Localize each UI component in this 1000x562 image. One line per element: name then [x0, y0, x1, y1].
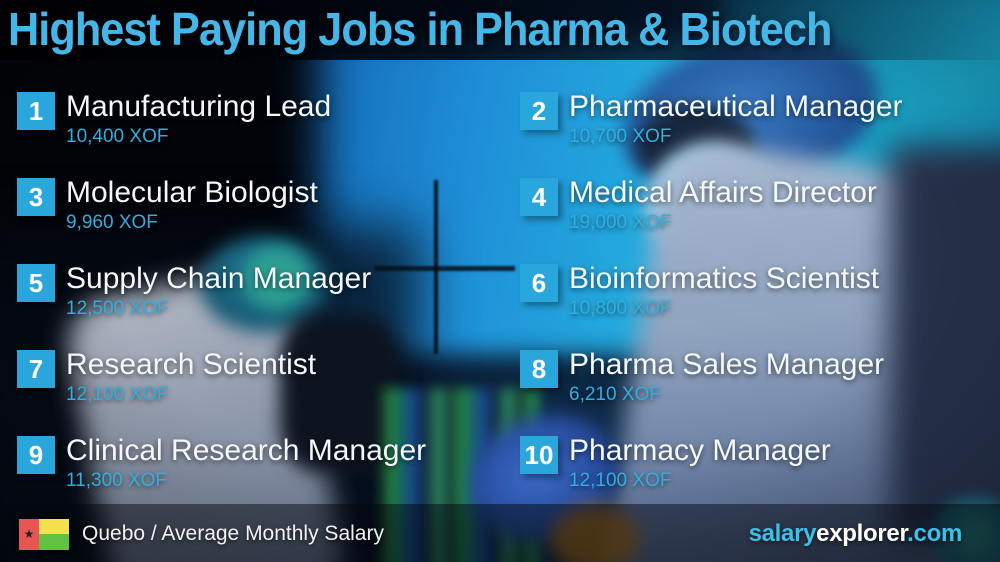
job-salary: 10,400 XOF — [66, 126, 169, 147]
rank-badge: 4 — [520, 178, 558, 216]
brand-part-com: .com — [907, 520, 962, 547]
job-title: Pharmacy Manager — [569, 434, 831, 467]
job-entry-6: 6 Bioinformatics Scientist 10,800 XOF — [520, 262, 903, 348]
job-salary: 10,700 XOF — [569, 126, 672, 147]
job-title: Pharma Sales Manager — [569, 348, 885, 381]
job-entry-9: 9 Clinical Research Manager 11,300 XOF — [17, 434, 426, 520]
rank-badge: 3 — [17, 178, 55, 216]
flag-yellow-stripe — [39, 518, 69, 534]
job-text: Supply Chain Manager 12,500 XOF — [66, 262, 371, 320]
flag-red-stripe: ★ — [19, 518, 39, 550]
job-text: Clinical Research Manager 11,300 XOF — [66, 434, 426, 492]
job-salary: 9,960 XOF — [66, 212, 158, 233]
job-entry-8: 8 Pharma Sales Manager 6,210 XOF — [520, 348, 903, 434]
rank-badge: 2 — [520, 92, 558, 130]
rank-badge: 9 — [17, 436, 55, 474]
photo-lab-stand-crossbar — [375, 265, 515, 271]
brand-part-explorer: explorer — [816, 520, 908, 547]
photo-teal-glove — [245, 247, 310, 310]
job-salary: 10,800 XOF — [569, 298, 672, 319]
photo-shoulder-shadow — [890, 146, 1000, 540]
job-text: Pharmaceutical Manager 10,700 XOF — [569, 90, 903, 148]
brand-part-salary: salary — [748, 520, 817, 547]
jobs-column-left: 1 Manufacturing Lead 10,400 XOF 3 Molecu… — [17, 90, 426, 520]
job-entry-5: 5 Supply Chain Manager 12,500 XOF — [17, 262, 426, 348]
job-entry-1: 1 Manufacturing Lead 10,400 XOF — [17, 90, 426, 176]
job-title: Supply Chain Manager — [66, 262, 372, 295]
job-title: Medical Affairs Director — [569, 176, 877, 209]
job-title: Bioinformatics Scientist — [569, 262, 880, 295]
brand-link[interactable]: salaryexplorer.com — [748, 520, 963, 548]
job-salary: 11,300 XOF — [66, 470, 168, 491]
rank-badge: 5 — [17, 264, 55, 302]
page-title: Highest Paying Jobs in Pharma & Biotech — [8, 3, 832, 55]
job-title: Molecular Biologist — [66, 176, 318, 209]
job-entry-3: 3 Molecular Biologist 9,960 XOF — [17, 176, 426, 262]
rank-badge: 1 — [17, 92, 55, 130]
job-salary: 12,500 XOF — [66, 298, 169, 319]
job-title: Clinical Research Manager — [66, 434, 427, 467]
job-salary: 6,210 XOF — [569, 384, 661, 405]
rank-badge: 8 — [520, 350, 558, 388]
rank-badge: 7 — [17, 350, 55, 388]
job-title: Research Scientist — [66, 348, 317, 381]
job-salary: 12,100 XOF — [569, 470, 672, 491]
job-text: Pharmacy Manager 12,100 XOF — [569, 434, 831, 492]
guinea-bissau-flag-icon: ★ — [19, 518, 69, 550]
job-entry-4: 4 Medical Affairs Director 19,000 XOF — [520, 176, 903, 262]
job-text: Molecular Biologist 9,960 XOF — [66, 176, 318, 234]
job-title: Pharmaceutical Manager — [569, 90, 903, 123]
job-entry-10: 10 Pharmacy Manager 12,100 XOF — [520, 434, 903, 520]
job-text: Research Scientist 12,100 XOF — [66, 348, 316, 406]
jobs-column-right: 2 Pharmaceutical Manager 10,700 XOF 4 Me… — [520, 90, 903, 520]
footer-bar: ★ Quebo / Average Monthly Salary salarye… — [0, 506, 1000, 562]
footer-caption: Quebo / Average Monthly Salary — [82, 522, 384, 545]
job-text: Medical Affairs Director 19,000 XOF — [569, 176, 877, 234]
job-salary: 12,100 XOF — [66, 384, 169, 405]
job-text: Bioinformatics Scientist 10,800 XOF — [569, 262, 879, 320]
job-title: Manufacturing Lead — [66, 90, 332, 123]
rank-badge: 6 — [520, 264, 558, 302]
job-salary: 19,000 XOF — [569, 212, 672, 233]
flag-green-stripe — [39, 534, 69, 550]
title-backdrop-band — [0, 0, 1000, 60]
flag-right-half — [39, 518, 69, 550]
footer-backdrop-band — [0, 504, 1000, 562]
job-entry-7: 7 Research Scientist 12,100 XOF — [17, 348, 426, 434]
header: Highest Paying Jobs in Pharma & Biotech — [8, 2, 884, 56]
rank-badge: 10 — [520, 436, 558, 474]
job-text: Pharma Sales Manager 6,210 XOF — [569, 348, 884, 406]
job-text: Manufacturing Lead 10,400 XOF — [66, 90, 331, 148]
job-entry-2: 2 Pharmaceutical Manager 10,700 XOF — [520, 90, 903, 176]
photo-amber-item — [550, 505, 640, 562]
flag-star-icon: ★ — [23, 527, 35, 541]
